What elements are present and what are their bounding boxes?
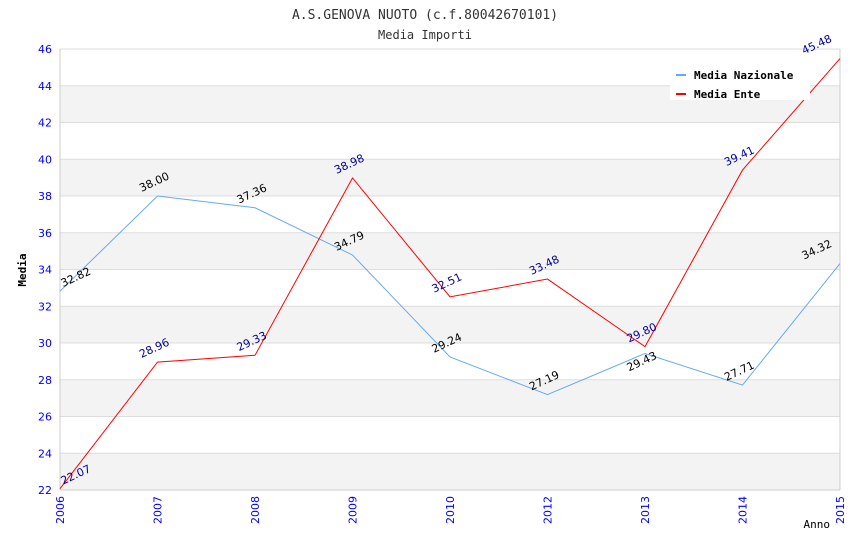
- data-label: 29.43: [625, 349, 659, 374]
- y-tick-label: 46: [38, 43, 52, 56]
- series-line-nazionale: [59, 195, 841, 396]
- y-tick-label: 34: [38, 264, 52, 277]
- series-line-ente: [59, 58, 841, 490]
- x-tick-label: 2013: [639, 496, 652, 524]
- data-label: 32.51: [430, 271, 464, 296]
- chart-title: A.S.GENOVA NUOTO (c.f.80042670101): [292, 8, 558, 23]
- x-tick-label: 2015: [834, 496, 847, 524]
- grid-band: [60, 159, 840, 196]
- y-tick-label: 40: [38, 153, 52, 166]
- x-tick-label: 2012: [542, 496, 555, 524]
- legend-entry: Media Nazionale: [694, 69, 794, 82]
- x-tick-label: 2006: [54, 496, 67, 524]
- x-axis-label: Anno: [804, 518, 831, 531]
- data-label: 45.48: [800, 32, 834, 57]
- y-tick-label: 38: [38, 190, 52, 203]
- x-tick-label: 2007: [152, 496, 165, 524]
- grid-band: [60, 379, 840, 417]
- y-tick-label: 24: [38, 447, 52, 460]
- y-tick-label: 22: [38, 484, 52, 497]
- chart-subtitle: Media Importi: [378, 28, 472, 42]
- y-tick-label: 36: [38, 227, 52, 240]
- x-tick-label: 2014: [737, 496, 750, 524]
- x-tick-label: 2010: [444, 496, 457, 524]
- x-tick-label: 2008: [249, 496, 262, 524]
- legend-entry: Media Ente: [694, 88, 761, 101]
- grid-band: [60, 306, 840, 343]
- grid-band: [60, 453, 840, 490]
- y-tick-label: 26: [38, 411, 52, 424]
- grid-band: [60, 232, 840, 270]
- x-tick-label: 2009: [347, 496, 360, 524]
- legend: Media Nazionale Media Ente: [670, 60, 810, 101]
- y-tick-label: 30: [38, 337, 52, 350]
- y-tick-label: 32: [38, 300, 52, 313]
- y-tick-label: 44: [38, 80, 52, 93]
- y-tick-label: 42: [38, 117, 52, 130]
- y-tick-label: 28: [38, 374, 52, 387]
- y-axis-label: Media: [16, 253, 29, 286]
